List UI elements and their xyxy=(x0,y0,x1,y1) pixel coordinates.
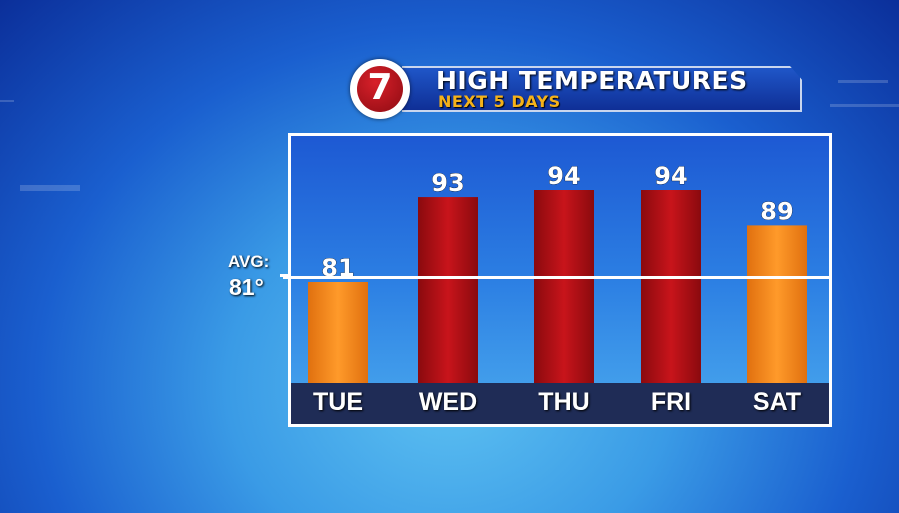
background-streak xyxy=(20,185,80,191)
x-tick-label-tue: TUE xyxy=(313,388,363,416)
x-tick-label-wed: WED xyxy=(418,388,478,416)
background-streak xyxy=(830,104,899,107)
logo-text: 7 xyxy=(367,67,393,108)
bar-tue xyxy=(308,282,368,383)
average-value: 81° xyxy=(229,274,264,300)
chart-subtitle: NEXT 5 DAYS xyxy=(438,92,561,111)
title-banner: HIGH TEMPERATURES NEXT 5 DAYS 7 xyxy=(350,59,802,119)
x-tick-label-fri: FRI xyxy=(650,388,692,416)
bar-wed xyxy=(418,197,478,383)
x-axis-strip xyxy=(291,383,829,424)
background-streak xyxy=(0,100,14,102)
average-label: AVG: xyxy=(228,252,270,271)
station-logo: 7 xyxy=(350,59,410,119)
average-line xyxy=(283,276,832,279)
bar-fri xyxy=(641,190,701,383)
bar-sat xyxy=(747,225,807,383)
title-bar xyxy=(402,66,802,112)
background-streak xyxy=(838,80,888,83)
value-label-thu: 94 xyxy=(547,162,580,190)
chart-title: HIGH TEMPERATURES xyxy=(436,66,748,95)
value-label-wed: 93 xyxy=(431,169,464,197)
logo-circle: 7 xyxy=(357,66,403,112)
bar-thu xyxy=(534,190,594,383)
average-tick xyxy=(280,274,290,277)
value-label-fri: 94 xyxy=(654,162,687,190)
x-tick-label-sat: SAT xyxy=(752,388,802,416)
value-label-sat: 89 xyxy=(760,197,793,225)
x-tick-label-thu: THU xyxy=(538,388,590,416)
